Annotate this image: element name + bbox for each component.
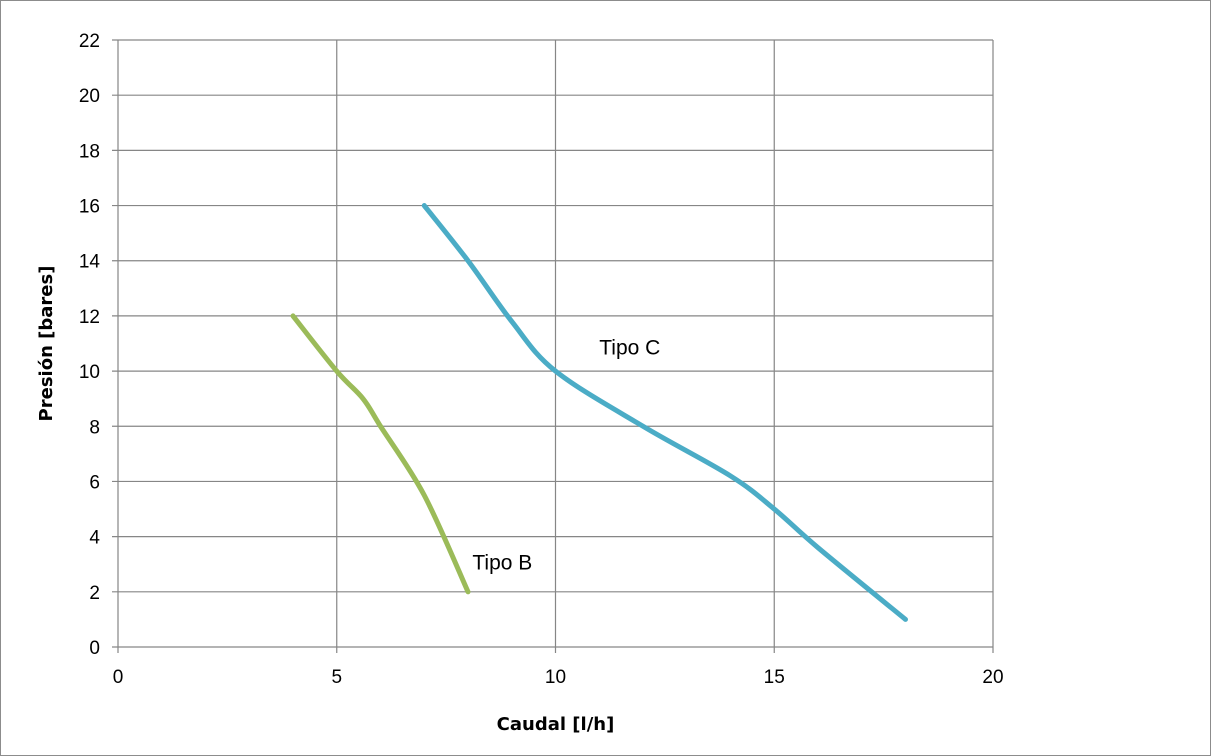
- series-line-tipo-c: [421, 203, 908, 622]
- y-tick-label: 14: [79, 252, 101, 273]
- y-tick-label: 16: [79, 197, 100, 218]
- series-label-tipo-c: Tipo C: [599, 337, 660, 360]
- y-tick-label: 0: [89, 638, 100, 659]
- y-tick-label: 20: [79, 86, 100, 107]
- y-tick-label: 18: [79, 141, 100, 162]
- y-tick-label: 6: [89, 472, 100, 493]
- x-tick-label: 10: [545, 667, 566, 688]
- y-tick-label: 2: [89, 583, 100, 604]
- x-tick-label: 0: [113, 667, 124, 688]
- y-tick-label: 22: [79, 31, 100, 52]
- x-axis-title: Caudal [l/h]: [497, 714, 615, 735]
- y-tick-label: 4: [89, 528, 100, 549]
- x-tick-label: 20: [982, 667, 1003, 688]
- y-axis-title: Presión [bares]: [36, 266, 57, 422]
- series-line-tipo-b: [290, 313, 471, 595]
- x-tick-label: 5: [331, 667, 342, 688]
- y-tick-label: 10: [79, 362, 100, 383]
- x-tick-label: 15: [764, 667, 785, 688]
- grid-layer: [112, 39, 994, 653]
- tick-layer: 0 2 4 6 8 10 12 14 16 18 20 22 0 5 10 15 20: [79, 31, 1004, 688]
- y-tick-label: 12: [79, 307, 100, 328]
- series-label-tipo-b: Tipo B: [472, 552, 532, 575]
- series-layer: Tipo B Tipo C: [290, 203, 908, 622]
- y-tick-label: 8: [89, 417, 100, 438]
